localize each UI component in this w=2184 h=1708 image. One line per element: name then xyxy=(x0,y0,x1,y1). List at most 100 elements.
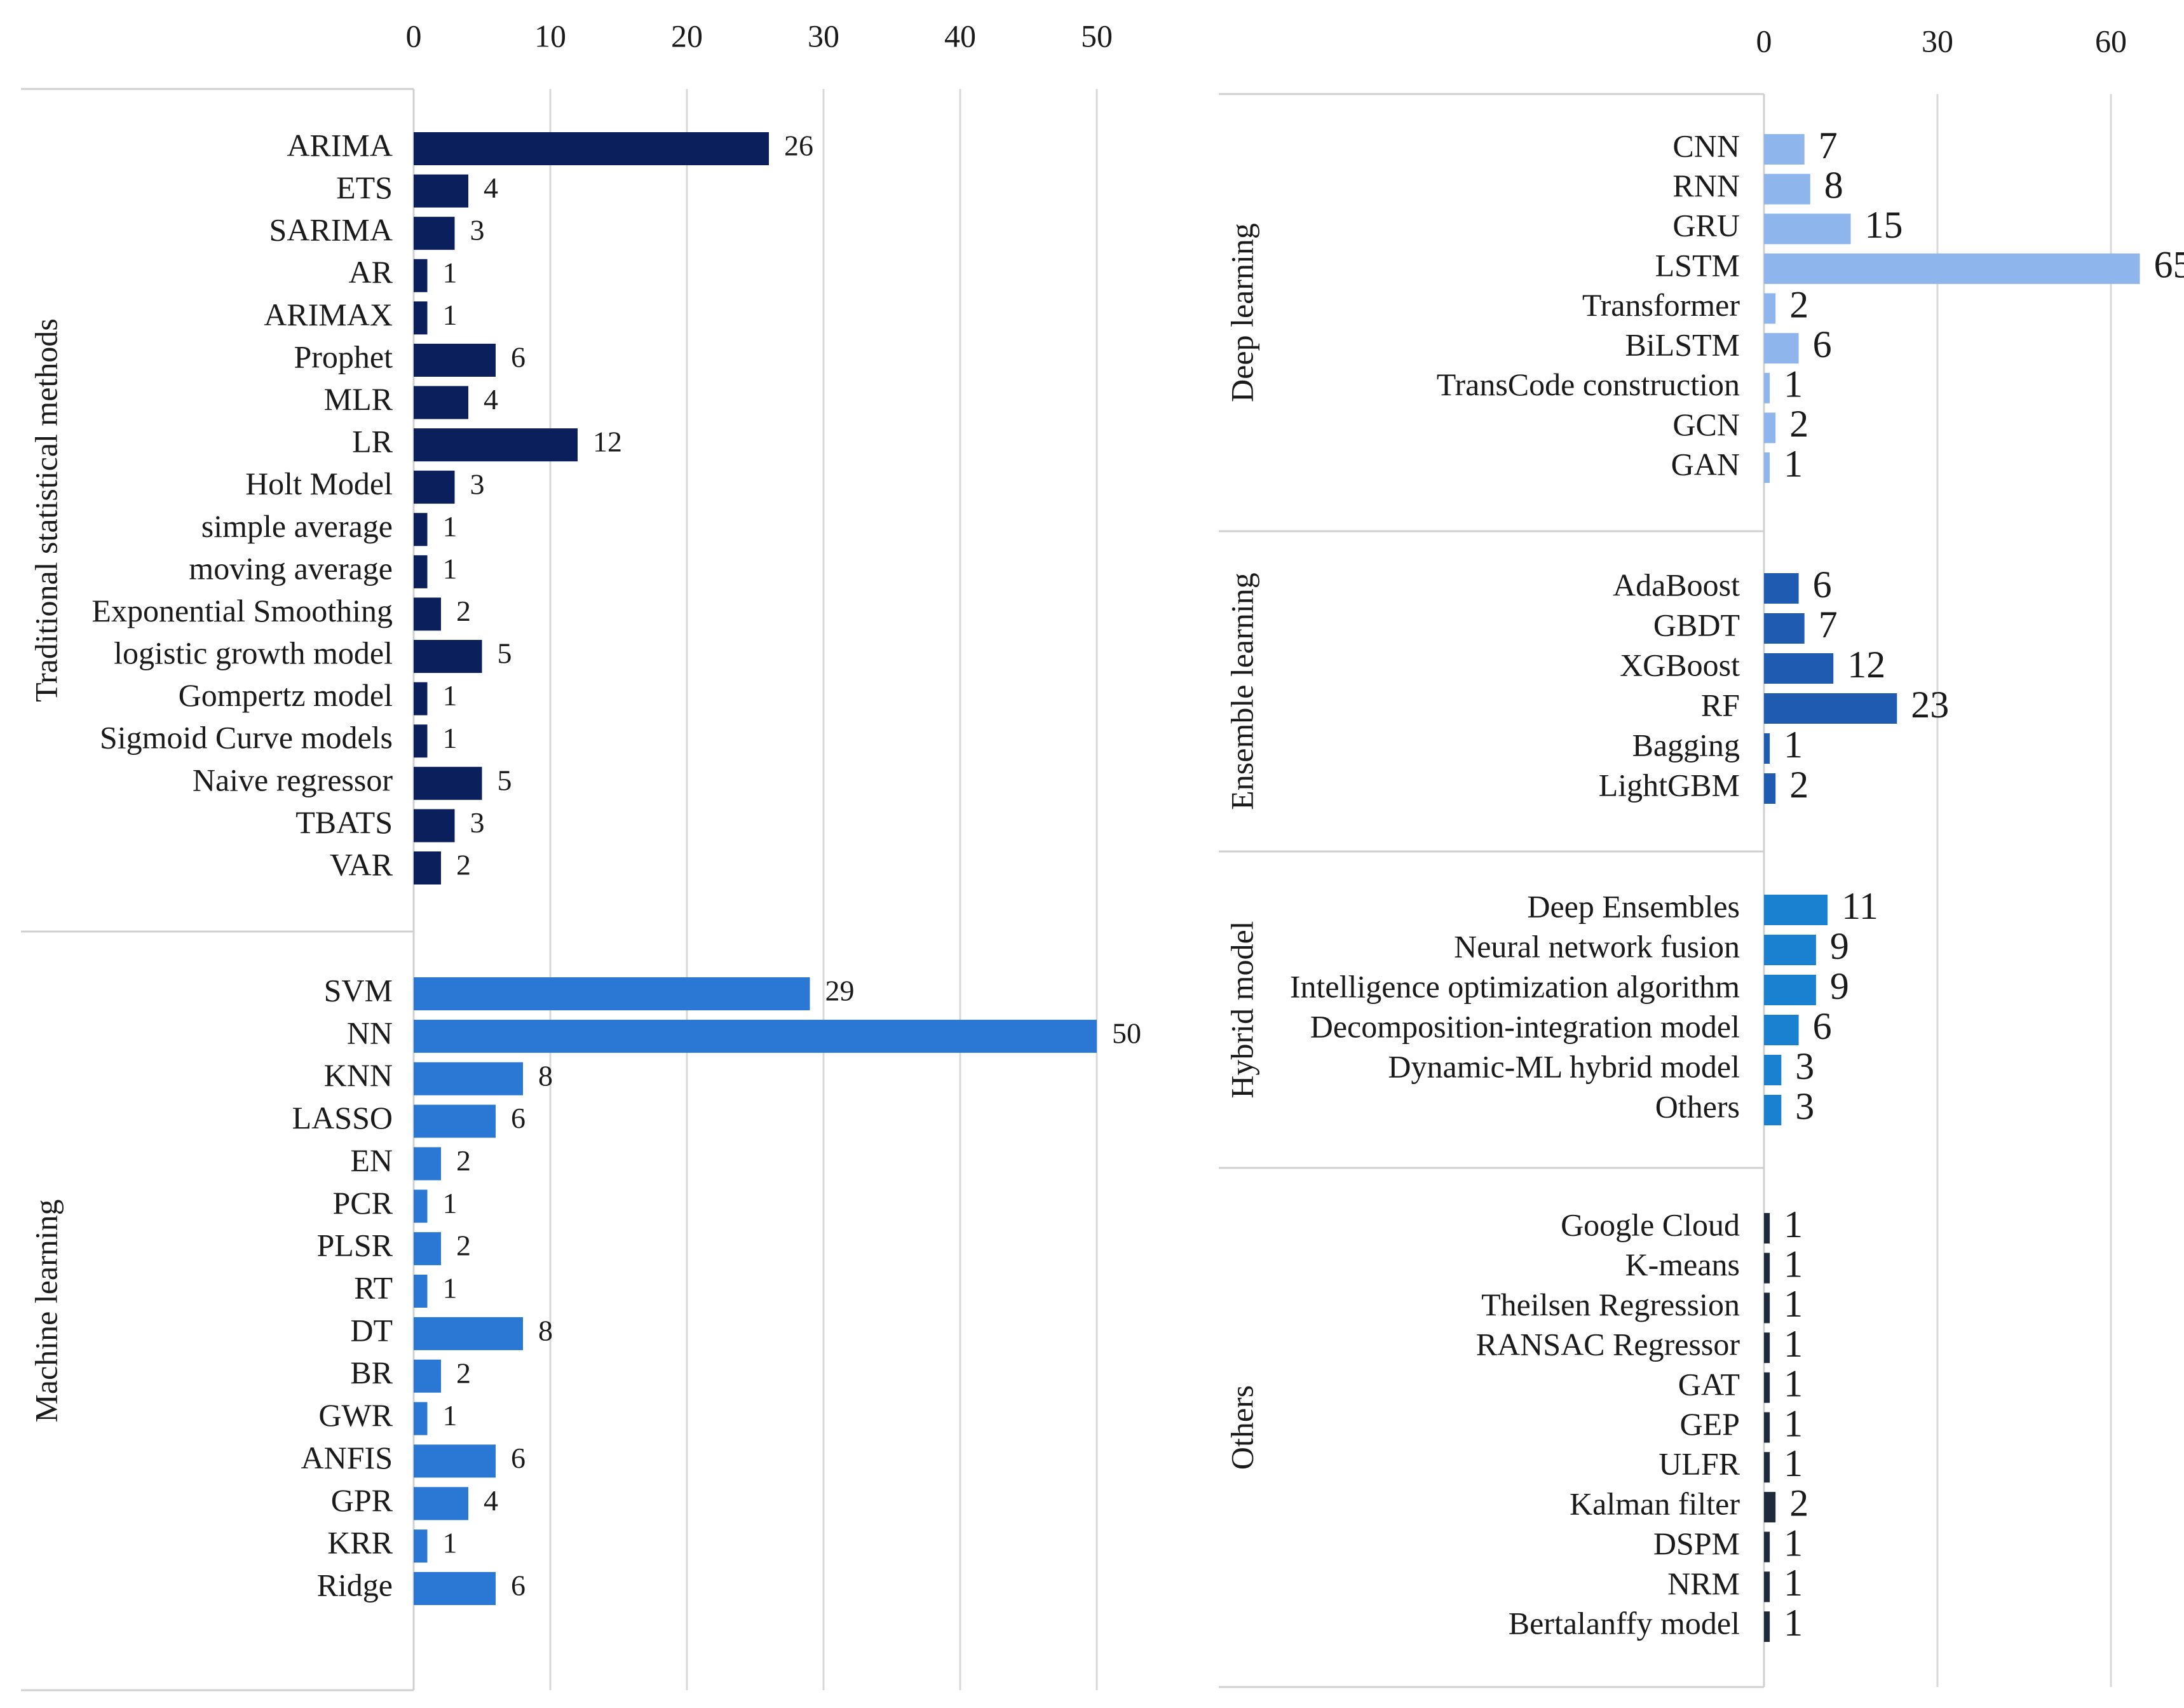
bar-bagging xyxy=(1764,733,1770,764)
bar-simple-average xyxy=(414,513,428,546)
category-label-ar: AR xyxy=(349,254,393,290)
value-label-transcode-construction: 1 xyxy=(1784,363,1803,405)
category-label-gbdt: GBDT xyxy=(1653,607,1740,642)
value-label-pcr: 1 xyxy=(443,1187,458,1219)
category-label-gpr: GPR xyxy=(331,1482,393,1518)
value-label-arima: 26 xyxy=(784,130,813,162)
value-label-sarima: 3 xyxy=(470,214,485,247)
category-label-arima: ARIMA xyxy=(287,127,393,163)
category-label-bagging: Bagging xyxy=(1632,727,1740,762)
category-label-plsr: PLSR xyxy=(316,1228,393,1263)
value-label-neural-network-fusion: 9 xyxy=(1830,925,1849,967)
value-label-deep-ensembles: 11 xyxy=(1841,885,1878,927)
category-label-bilstm: BiLSTM xyxy=(1625,327,1740,363)
category-label-gompertz-model: Gompertz model xyxy=(179,677,393,713)
value-label-knn: 8 xyxy=(538,1059,553,1092)
value-label-en: 2 xyxy=(456,1144,471,1177)
value-label-intelligence-optimization-algorithm: 9 xyxy=(1830,965,1849,1007)
bar-arima xyxy=(414,132,769,165)
value-label-bilstm: 6 xyxy=(1813,323,1832,365)
value-label-logistic-growth-model: 5 xyxy=(498,637,512,670)
value-label-gbdt: 7 xyxy=(1819,604,1838,646)
category-label-sigmoid-curve-models: Sigmoid Curve models xyxy=(100,720,393,756)
value-label-kalman-filter: 2 xyxy=(1789,1482,1808,1524)
category-label-krr: KRR xyxy=(327,1525,393,1561)
category-label-transformer: Transformer xyxy=(1582,287,1740,323)
category-label-xgboost: XGBoost xyxy=(1620,647,1740,682)
category-label-moving-average: moving average xyxy=(189,550,393,586)
value-label-ransac-regressor: 1 xyxy=(1784,1323,1803,1365)
bar-gwr xyxy=(414,1402,428,1435)
value-label-nn: 50 xyxy=(1112,1017,1141,1049)
value-label-var: 2 xyxy=(456,849,471,881)
bar-knn xyxy=(414,1062,523,1095)
category-label-neural-network-fusion: Neural network fusion xyxy=(1454,928,1740,964)
value-label-lightgbm: 2 xyxy=(1789,764,1808,806)
bar-gpr xyxy=(414,1487,468,1521)
left-x-tick-label: 30 xyxy=(808,18,839,53)
bar-bilstm xyxy=(1764,333,1799,364)
value-label-naive-regressor: 5 xyxy=(498,764,512,796)
category-label-arimax: ARIMAX xyxy=(264,297,393,332)
category-label-decomposition-integration-model: Decomposition-integration model xyxy=(1310,1008,1740,1044)
category-label-gep: GEP xyxy=(1680,1406,1740,1442)
bar-exponential-smoothing xyxy=(414,597,441,631)
bar-lr xyxy=(414,428,578,462)
bar-intelligence-optimization-algorithm xyxy=(1764,975,1816,1005)
bar-transcode-construction xyxy=(1764,372,1770,403)
category-label-gat: GAT xyxy=(1678,1366,1740,1402)
bar-ets xyxy=(414,174,468,208)
group-label-deep-learning: Deep learning xyxy=(1224,223,1259,402)
value-label-gep: 1 xyxy=(1784,1402,1803,1444)
category-label-ridge: Ridge xyxy=(317,1567,393,1603)
category-label-nn: NN xyxy=(347,1015,393,1050)
value-label-mlr: 4 xyxy=(484,383,498,416)
value-label-bertalanffy-model: 1 xyxy=(1784,1602,1803,1644)
bar-sarima xyxy=(414,217,455,250)
value-label-gat: 1 xyxy=(1784,1363,1803,1405)
category-label-rf: RF xyxy=(1701,687,1740,722)
category-label-theilsen-regression: Theilsen Regression xyxy=(1481,1287,1740,1322)
category-label-nrm: NRM xyxy=(1667,1566,1740,1601)
value-label-rnn: 8 xyxy=(1824,164,1843,206)
category-label-gcn: GCN xyxy=(1672,407,1740,442)
bar-gan xyxy=(1764,452,1770,483)
bar-plsr xyxy=(414,1232,441,1266)
bar-moving-average xyxy=(414,555,428,588)
bar-dt xyxy=(414,1317,523,1350)
category-label-logistic-growth-model: logistic growth model xyxy=(114,635,393,671)
bar-lasso xyxy=(414,1104,496,1138)
value-label-google-cloud: 1 xyxy=(1784,1203,1803,1245)
value-label-arimax: 1 xyxy=(443,299,458,331)
bar-arimax xyxy=(414,301,428,335)
category-label-exponential-smoothing: Exponential Smoothing xyxy=(92,593,393,628)
category-label-gan: GAN xyxy=(1671,446,1740,482)
category-label-google-cloud: Google Cloud xyxy=(1561,1207,1740,1242)
category-label-ets: ETS xyxy=(336,170,393,205)
value-label-svm: 29 xyxy=(825,975,855,1007)
category-label-dynamic-ml-hybrid-model: Dynamic-ML hybrid model xyxy=(1388,1048,1740,1084)
bar-gompertz-model xyxy=(414,682,428,715)
category-label-rnn: RNN xyxy=(1672,168,1740,203)
value-label-rf: 23 xyxy=(1911,684,1949,726)
left-x-tick-label: 10 xyxy=(534,18,566,53)
bar-xgboost xyxy=(1764,653,1834,684)
category-label-dspm: DSPM xyxy=(1653,1526,1740,1561)
bar-mlr xyxy=(414,386,468,419)
value-label-exponential-smoothing: 2 xyxy=(456,595,471,627)
right-x-tick-label: 60 xyxy=(2095,23,2127,58)
left-x-tick-label: 40 xyxy=(944,18,976,53)
bar-theilsen-regression xyxy=(1764,1292,1770,1324)
value-label-lr: 12 xyxy=(593,426,622,458)
bar-k-means xyxy=(1764,1252,1770,1284)
bar-lightgbm xyxy=(1764,773,1776,804)
bar-dynamic-ml-hybrid-model xyxy=(1764,1055,1782,1085)
category-label-br: BR xyxy=(350,1355,393,1390)
bar-gat xyxy=(1764,1372,1770,1403)
value-label-dspm: 1 xyxy=(1784,1522,1803,1564)
value-label-tbats: 3 xyxy=(470,806,485,839)
value-label-ridge: 6 xyxy=(511,1569,526,1602)
bar-gcn xyxy=(1764,412,1776,444)
value-label-ar: 1 xyxy=(443,256,458,288)
